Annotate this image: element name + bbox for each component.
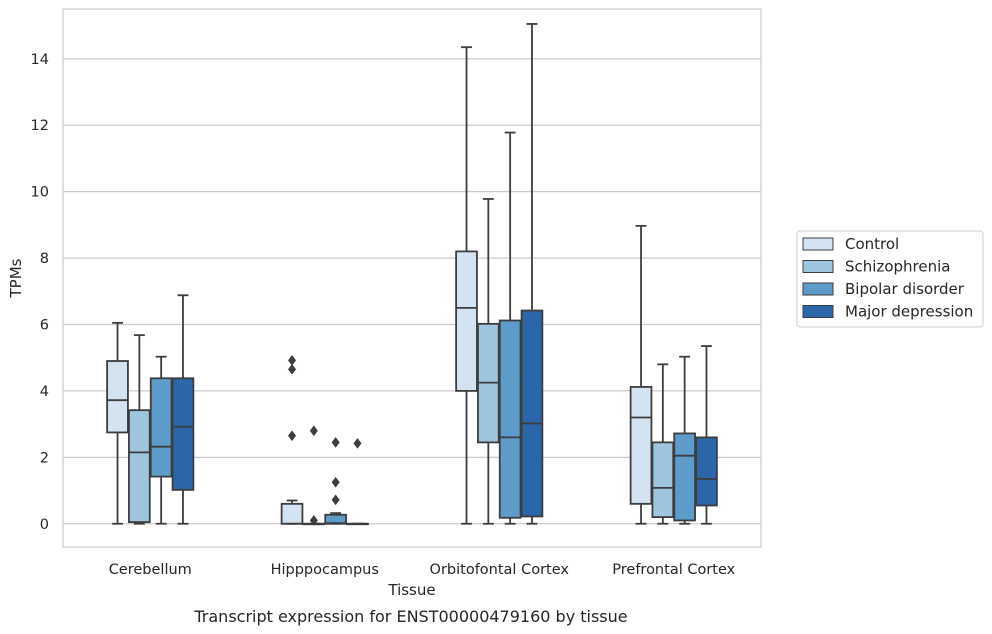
- box-iqr: [149, 377, 173, 478]
- legend-swatch: [802, 237, 834, 251]
- box-bipolar-disorder: [149, 355, 173, 525]
- y-tick-label: 0: [40, 517, 49, 533]
- box-major-depression: [520, 23, 544, 525]
- plot-area-frame: [62, 8, 762, 548]
- legend-item: Schizophrenia: [802, 258, 950, 276]
- box-iqr: [128, 409, 151, 523]
- box-iqr: [280, 502, 304, 525]
- box-iqr: [651, 441, 675, 519]
- legend-item: Bipolar disorder: [802, 280, 965, 298]
- box-schizophrenia: [128, 334, 151, 525]
- box-bipolar-disorder: [673, 355, 696, 525]
- box-control: [629, 224, 653, 525]
- box-iqr: [629, 386, 653, 505]
- x-tick-label: Prefrontal Cortex: [612, 562, 735, 578]
- legend-label: Schizophrenia: [845, 258, 950, 276]
- box-schizophrenia: [302, 425, 326, 526]
- legend-swatch: [802, 282, 834, 296]
- box-iqr: [520, 309, 544, 518]
- y-tick-label: 10: [31, 185, 49, 201]
- box-iqr: [171, 377, 195, 491]
- x-axis-ticks: Cerebellum Hipppocampus Orbitofontal Corte…: [109, 562, 736, 578]
- box-major-depression: [171, 294, 195, 525]
- x-tick-label: Cerebellum: [109, 562, 192, 578]
- y-tick-label: 12: [31, 118, 49, 134]
- legend: Control Schizophrenia Bipolar disorder Majo…: [796, 230, 984, 328]
- outlier-point: [331, 436, 340, 448]
- box-iqr: [455, 250, 478, 392]
- box-schizophrenia: [477, 198, 500, 525]
- box-iqr: [106, 360, 129, 434]
- box-bipolar-disorder: [324, 436, 347, 525]
- box-iqr: [695, 436, 718, 507]
- legend-frame: [796, 230, 984, 328]
- chart-caption: Transcript expression for ENST0000047916…: [193, 607, 627, 626]
- legend-swatch: [802, 260, 834, 273]
- legend-label: Bipolar disorder: [845, 280, 965, 298]
- legend-item: Control: [802, 235, 899, 253]
- outlier-point: [287, 354, 297, 366]
- x-tick-label: Orbitofontal Cortex: [430, 562, 570, 578]
- x-axis-label: Tissue: [387, 581, 435, 599]
- y-tick-label: 14: [31, 52, 49, 68]
- outlier-point: [309, 515, 318, 526]
- legend-label: Major depression: [845, 303, 973, 321]
- outlier-point: [353, 437, 362, 449]
- y-axis-ticks: 0 2 4 6 8 10 12 14: [31, 52, 49, 533]
- outlier-point: [331, 476, 340, 488]
- y-tick-label: 8: [40, 251, 49, 267]
- legend-label: Control: [845, 235, 899, 253]
- box-iqr: [673, 432, 696, 522]
- box-plot-series: [106, 23, 718, 526]
- box-control: [106, 321, 129, 525]
- y-axis-label: TPMs: [7, 258, 25, 298]
- legend-item: Major depression: [802, 303, 973, 321]
- y-tick-label: 6: [40, 317, 49, 333]
- box-major-depression: [346, 437, 369, 526]
- outlier-point: [287, 363, 297, 375]
- legend-swatch: [802, 305, 834, 318]
- box-control: [280, 354, 304, 525]
- outlier-point: [287, 430, 297, 442]
- x-tick-label: Hipppocampus: [271, 562, 379, 578]
- outlier-point: [331, 494, 340, 506]
- y-tick-label: 2: [40, 450, 49, 466]
- box-schizophrenia: [651, 363, 675, 525]
- box-control: [455, 46, 478, 525]
- box-bipolar-disorder: [498, 131, 522, 525]
- outlier-point: [309, 425, 318, 437]
- box-major-depression: [695, 345, 718, 525]
- box-iqr: [498, 319, 522, 519]
- y-tick-label: 4: [40, 384, 49, 400]
